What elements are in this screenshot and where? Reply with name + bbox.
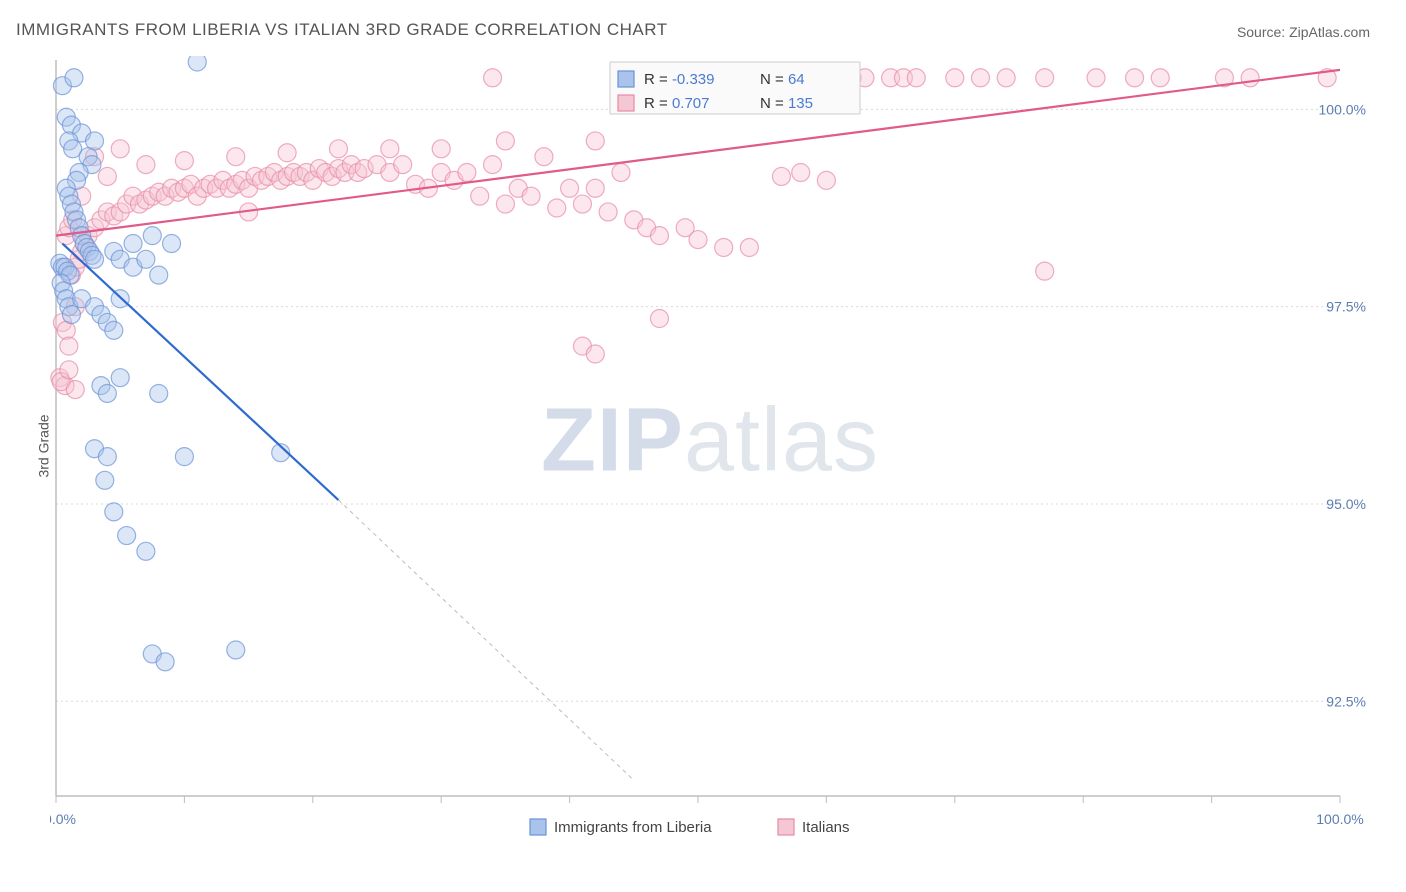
data-point [62, 306, 80, 324]
data-point [535, 148, 553, 166]
data-point [98, 448, 116, 466]
data-point [599, 203, 617, 221]
legend-label: Immigrants from Liberia [554, 819, 712, 836]
data-point [137, 156, 155, 174]
data-point [137, 250, 155, 268]
data-point [971, 69, 989, 87]
data-point [227, 641, 245, 659]
data-point [715, 238, 733, 256]
svg-text:100.0%: 100.0% [1319, 101, 1366, 117]
data-point [143, 227, 161, 245]
chart-title: IMMIGRANTS FROM LIBERIA VS ITALIAN 3RD G… [16, 20, 668, 40]
data-point [124, 235, 142, 253]
svg-text:95.0%: 95.0% [1326, 496, 1366, 512]
data-point [227, 148, 245, 166]
data-point [573, 195, 591, 213]
data-point [817, 171, 835, 189]
legend-swatch [530, 819, 546, 835]
data-point [150, 266, 168, 284]
data-point [740, 238, 758, 256]
data-point [561, 179, 579, 197]
data-point [1126, 69, 1144, 87]
data-point [175, 152, 193, 170]
data-point [1036, 69, 1054, 87]
svg-text:100.0%: 100.0% [1316, 811, 1363, 827]
r-label: R = -0.339 [644, 71, 714, 88]
r-label: R = 0.707 [644, 95, 709, 112]
data-point [1036, 262, 1054, 280]
data-point [586, 345, 604, 363]
source-attribution: Source: ZipAtlas.com [1237, 24, 1370, 40]
data-point [471, 187, 489, 205]
data-point [496, 132, 514, 150]
data-point [60, 337, 78, 355]
data-point [66, 381, 84, 399]
source-prefix: Source: [1237, 24, 1289, 40]
legend-label: Italians [802, 819, 850, 836]
data-point [105, 321, 123, 339]
data-point [997, 69, 1015, 87]
data-point [175, 448, 193, 466]
data-point [586, 179, 604, 197]
data-point [907, 69, 925, 87]
data-point [65, 69, 83, 87]
data-point [137, 542, 155, 560]
data-point [156, 653, 174, 671]
svg-text:92.5%: 92.5% [1326, 693, 1366, 709]
data-point [792, 163, 810, 181]
data-point [650, 227, 668, 245]
data-point [689, 231, 707, 249]
data-point [772, 167, 790, 185]
plot-area: 92.5% 95.0% 97.5% 100.0% 0.0% 100.0% R = -0.33… [50, 56, 1370, 826]
data-point [118, 527, 136, 545]
data-point [98, 384, 116, 402]
data-point [163, 235, 181, 253]
data-point [650, 310, 668, 328]
data-point [1241, 69, 1259, 87]
source-link[interactable]: ZipAtlas.com [1289, 24, 1370, 40]
data-point [105, 503, 123, 521]
data-point [612, 163, 630, 181]
legend-swatch [618, 95, 634, 111]
trend-line-extension [338, 500, 633, 780]
data-point [98, 167, 116, 185]
chart-svg: 92.5% 95.0% 97.5% 100.0% 0.0% 100.0% R = -0.33… [50, 56, 1370, 848]
n-label: N = 64 [760, 71, 805, 88]
data-point [96, 471, 114, 489]
data-point [458, 163, 476, 181]
data-point [278, 144, 296, 162]
data-point [1151, 69, 1169, 87]
data-point [381, 140, 399, 158]
data-point [150, 384, 168, 402]
data-point [946, 69, 964, 87]
data-point [86, 250, 104, 268]
data-point [484, 156, 502, 174]
legend-swatch [778, 819, 794, 835]
data-point [496, 195, 514, 213]
data-point [111, 140, 129, 158]
n-label: N = 135 [760, 95, 813, 112]
data-point [548, 199, 566, 217]
data-point [586, 132, 604, 150]
data-point [1087, 69, 1105, 87]
data-point [111, 369, 129, 387]
data-point [329, 140, 347, 158]
data-point [394, 156, 412, 174]
data-point [522, 187, 540, 205]
data-point [484, 69, 502, 87]
svg-text:0.0%: 0.0% [50, 811, 76, 827]
data-point [188, 56, 206, 71]
svg-text:97.5%: 97.5% [1326, 299, 1366, 315]
legend-swatch [618, 71, 634, 87]
data-point [60, 361, 78, 379]
chart-container: IMMIGRANTS FROM LIBERIA VS ITALIAN 3RD G… [0, 0, 1406, 892]
data-point [432, 140, 450, 158]
